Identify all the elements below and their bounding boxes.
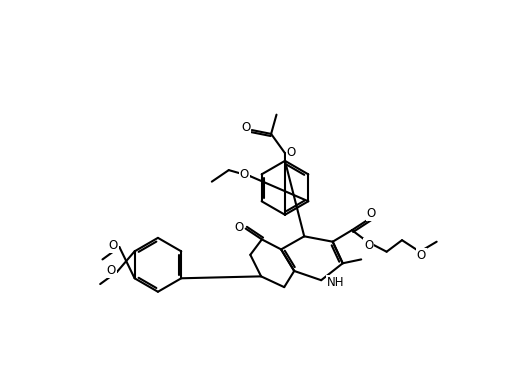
Text: O: O	[239, 168, 249, 181]
Text: O: O	[287, 146, 296, 159]
Text: O: O	[109, 239, 118, 252]
Text: O: O	[234, 221, 244, 234]
Text: O: O	[241, 121, 250, 134]
Text: NH: NH	[327, 276, 345, 289]
Text: O: O	[365, 239, 373, 252]
Text: O: O	[417, 249, 426, 262]
Text: O: O	[106, 264, 116, 277]
Text: O: O	[367, 207, 376, 220]
